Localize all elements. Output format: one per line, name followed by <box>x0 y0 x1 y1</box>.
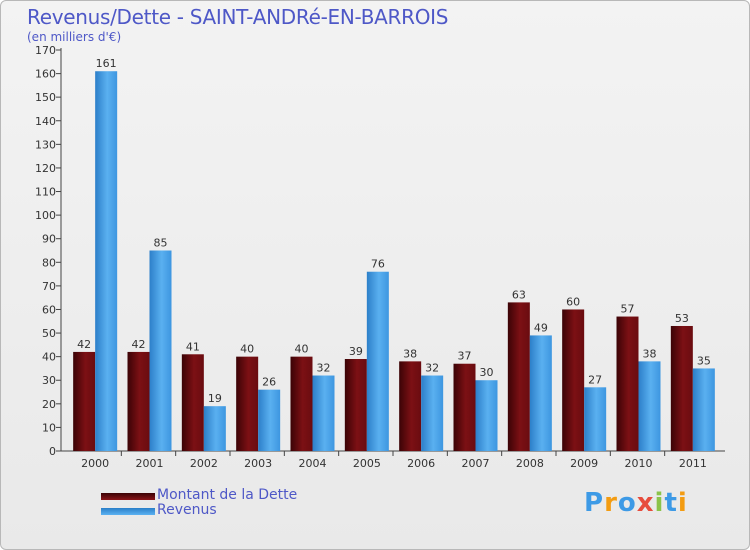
y-tick-label: 170 <box>35 44 56 57</box>
bar-value-label: 161 <box>96 57 117 70</box>
bar-value-label: 38 <box>643 347 657 360</box>
bar-value-label: 19 <box>208 392 222 405</box>
bar-value-label: 38 <box>403 347 417 360</box>
y-tick-label: 110 <box>35 186 56 199</box>
legend-swatch-revenus <box>101 508 155 515</box>
legend-label-dette: Montant de la Dette <box>157 487 298 503</box>
bar-value-label: 40 <box>240 343 254 356</box>
bar-value-label: 42 <box>132 338 146 351</box>
bar-dette <box>562 309 585 451</box>
bar-revenus <box>149 250 172 451</box>
x-tick-label: 2009 <box>570 457 598 470</box>
bar-value-label: 57 <box>621 303 635 316</box>
bar-dette <box>616 316 639 451</box>
legend-swatch-dette <box>101 493 155 500</box>
y-tick-label: 80 <box>42 256 56 269</box>
y-tick-label: 90 <box>42 233 56 246</box>
bar-value-label: 40 <box>295 343 309 356</box>
y-tick-label: 0 <box>49 445 56 458</box>
logo-letter: o <box>617 488 637 518</box>
bar-dette <box>181 354 204 451</box>
bar-revenus <box>421 375 444 451</box>
bar-value-label: 42 <box>77 338 91 351</box>
x-tick-label: 2003 <box>244 457 272 470</box>
logo-letter: P <box>584 488 605 518</box>
bar-revenus <box>692 368 715 451</box>
x-tick-label: 2011 <box>679 457 707 470</box>
y-tick-label: 70 <box>42 280 56 293</box>
y-tick-label: 160 <box>35 68 56 81</box>
x-tick-label: 2006 <box>407 457 435 470</box>
legend-label-revenus: Revenus <box>157 502 217 518</box>
proxiti-logo: Proxiti <box>584 488 688 518</box>
logo-letter: i <box>654 488 665 518</box>
bar-dette <box>290 356 313 451</box>
bar-revenus <box>584 387 607 451</box>
y-tick-label: 50 <box>42 327 56 340</box>
bar-value-label: 49 <box>534 321 548 334</box>
bar-value-label: 32 <box>317 362 331 375</box>
x-tick-label: 2004 <box>299 457 327 470</box>
bar-revenus <box>95 71 118 452</box>
bar-value-label: 60 <box>566 295 580 308</box>
x-tick-label: 2000 <box>81 457 109 470</box>
bar-value-label: 27 <box>588 373 602 386</box>
bar-value-label: 26 <box>262 376 276 389</box>
bar-value-label: 76 <box>371 258 385 271</box>
bar-revenus <box>638 361 661 451</box>
x-tick-label: 2002 <box>190 457 218 470</box>
bar-dette <box>399 361 422 451</box>
y-tick-label: 30 <box>42 374 56 387</box>
bar-revenus <box>366 271 389 451</box>
x-tick-label: 2001 <box>136 457 164 470</box>
bar-dette <box>344 359 367 451</box>
chart-axes: 0 10 20 30 40 50 60 70 80 90 100 110 120 130 140 150 160… <box>35 44 725 470</box>
bar-revenus <box>203 406 226 451</box>
logo-letter: x <box>636 488 655 518</box>
bar-value-label: 41 <box>186 340 200 353</box>
bar-value-label: 32 <box>425 362 439 375</box>
bar-dette <box>73 351 96 451</box>
y-tick-label: 150 <box>35 91 56 104</box>
y-tick-label: 140 <box>35 115 56 128</box>
y-tick-label: 10 <box>42 421 56 434</box>
x-tick-label: 2008 <box>516 457 544 470</box>
bar-value-label: 53 <box>675 312 689 325</box>
bar-value-label: 37 <box>458 350 472 363</box>
bar-value-label: 39 <box>349 345 363 358</box>
y-tick-label: 60 <box>42 303 56 316</box>
bar-dette <box>236 356 259 451</box>
bar-dette <box>127 351 150 451</box>
x-tick-label: 2010 <box>625 457 653 470</box>
bar-revenus <box>475 380 498 451</box>
y-tick-label: 100 <box>35 209 56 222</box>
y-tick-label: 130 <box>35 138 56 151</box>
bar-revenus <box>529 335 552 451</box>
bar-value-label: 63 <box>512 288 526 301</box>
chart-bars <box>73 71 715 452</box>
bar-revenus <box>312 375 335 451</box>
logo-letter: t <box>664 488 678 518</box>
bar-dette <box>507 302 530 451</box>
y-tick-label: 120 <box>35 162 56 175</box>
bar-dette <box>670 325 693 451</box>
y-tick-label: 20 <box>42 398 56 411</box>
logo-letter: r <box>604 488 618 518</box>
bar-revenus <box>258 389 281 451</box>
bar-dette <box>453 363 476 451</box>
y-tick-label: 40 <box>42 351 56 364</box>
x-tick-label: 2007 <box>462 457 490 470</box>
bar-value-label: 85 <box>154 237 168 250</box>
chart-title: Revenus/Dette - SAINT-ANDRé-EN-BARROIS <box>27 5 449 29</box>
chart-data-labels: 42 161 42 85 41 19 40 26 40 32 39 76 38 32 37 30 63 49 60 2… <box>77 57 711 405</box>
logo-letter: i <box>677 488 688 518</box>
bar-value-label: 30 <box>480 366 494 379</box>
bar-value-label: 35 <box>697 354 711 367</box>
x-tick-label: 2005 <box>353 457 381 470</box>
chart-subtitle: (en milliers d'€) <box>27 30 122 44</box>
